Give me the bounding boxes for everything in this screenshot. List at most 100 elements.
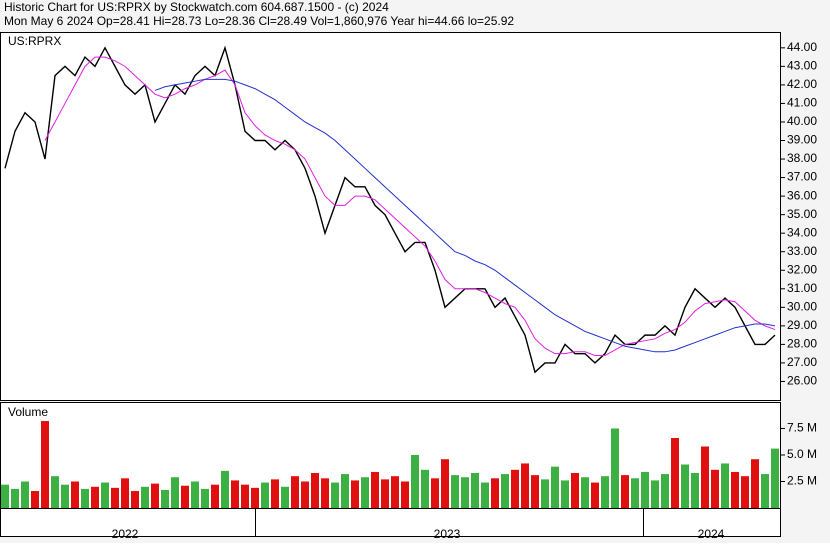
volume-bar bbox=[301, 481, 309, 508]
volume-bar bbox=[491, 478, 499, 508]
volume-bar bbox=[501, 474, 509, 508]
volume-bar bbox=[471, 473, 479, 508]
volume-bar bbox=[711, 469, 719, 508]
volume-bar bbox=[341, 474, 349, 508]
price-line bbox=[44, 56, 776, 357]
volume-pane bbox=[0, 402, 781, 509]
volume-bar bbox=[111, 487, 119, 508]
volume-bar bbox=[421, 469, 429, 508]
y-tick-label: 44.00 bbox=[787, 40, 817, 54]
volume-bar bbox=[321, 478, 329, 508]
volume-bar bbox=[391, 476, 399, 508]
volume-bar bbox=[21, 481, 29, 508]
volume-bar bbox=[61, 484, 69, 508]
volume-bar bbox=[511, 469, 519, 508]
volume-bar bbox=[481, 482, 489, 508]
y-tick-label: 34.00 bbox=[787, 225, 817, 239]
volume-bar bbox=[31, 491, 39, 508]
y-tick-label: 40.00 bbox=[787, 114, 817, 128]
volume-bar bbox=[81, 488, 89, 508]
volume-bar bbox=[131, 491, 139, 508]
volume-bar bbox=[211, 484, 219, 508]
volume-bar bbox=[11, 488, 19, 508]
quote-line: Mon May 6 2024 Op=28.41 Hi=28.73 Lo=28.3… bbox=[4, 14, 514, 28]
volume-bar bbox=[151, 483, 159, 508]
y-tick-label: 38.00 bbox=[787, 151, 817, 165]
volume-bar bbox=[461, 477, 469, 508]
volume-bar bbox=[551, 466, 559, 508]
volume-bar bbox=[681, 464, 689, 508]
y-tick-label: 41.00 bbox=[787, 96, 817, 110]
volume-bar bbox=[411, 454, 419, 508]
volume-bar bbox=[291, 476, 299, 508]
volume-bar bbox=[451, 475, 459, 508]
volume-bar bbox=[221, 470, 229, 508]
volume-bar bbox=[561, 480, 569, 508]
y-tick-label: 31.00 bbox=[787, 281, 817, 295]
volume-bar bbox=[1, 484, 9, 508]
y-tick-label: 30.00 bbox=[787, 299, 817, 313]
volume-bar bbox=[761, 474, 769, 508]
volume-bar bbox=[381, 479, 389, 508]
volume-bar bbox=[541, 479, 549, 508]
volume-bar bbox=[581, 477, 589, 508]
y-tick-label: 35.00 bbox=[787, 207, 817, 221]
volume-bar bbox=[621, 475, 629, 508]
volume-bar bbox=[701, 446, 709, 508]
volume-bar bbox=[261, 482, 269, 508]
volume-bar bbox=[441, 459, 449, 508]
volume-bar bbox=[191, 481, 199, 508]
volume-bar bbox=[531, 475, 539, 508]
y-tick-label: 36.00 bbox=[787, 188, 817, 202]
volume-bar bbox=[751, 459, 759, 508]
price-pane bbox=[0, 32, 781, 401]
volume-bar bbox=[741, 476, 749, 508]
volume-bar bbox=[521, 463, 529, 508]
volume-bar bbox=[401, 481, 409, 508]
volume-bar bbox=[601, 476, 609, 508]
volume-label: Volume bbox=[8, 405, 48, 419]
y-tick-label: 26.00 bbox=[787, 374, 817, 388]
volume-bar bbox=[571, 473, 579, 508]
volume-bar bbox=[431, 478, 439, 508]
volume-bar bbox=[651, 480, 659, 508]
volume-bar bbox=[161, 489, 169, 508]
volume-bar bbox=[201, 488, 209, 508]
volume-bar bbox=[281, 486, 289, 508]
y-tick-label: 37.00 bbox=[787, 170, 817, 184]
volume-bar bbox=[121, 478, 129, 508]
volume-bar bbox=[771, 448, 779, 508]
volume-bar bbox=[661, 474, 669, 508]
volume-bar bbox=[691, 473, 699, 508]
price-line bbox=[4, 45, 776, 374]
volume-bar bbox=[181, 485, 189, 508]
volume-bar bbox=[171, 477, 179, 508]
volume-bar bbox=[231, 480, 239, 508]
chart-title: Historic Chart for US:RPRX by Stockwatch… bbox=[4, 0, 389, 14]
volume-bar bbox=[51, 476, 59, 508]
volume-bar bbox=[241, 484, 249, 508]
y-tick-label: 5.0 M bbox=[787, 447, 817, 461]
y-tick-label: 27.00 bbox=[787, 355, 817, 369]
volume-bar bbox=[251, 487, 259, 508]
volume-bar bbox=[41, 421, 49, 508]
volume-bar bbox=[311, 473, 319, 508]
volume-bar bbox=[641, 471, 649, 508]
y-tick-label: 7.5 M bbox=[787, 421, 817, 435]
volume-bar bbox=[91, 486, 99, 508]
volume-bar bbox=[361, 477, 369, 508]
x-tick-label: 2024 bbox=[698, 527, 725, 541]
date-strip bbox=[0, 508, 781, 537]
price-line bbox=[154, 78, 776, 353]
volume-bar bbox=[671, 438, 679, 508]
volume-bar bbox=[331, 482, 339, 508]
y-tick-label: 29.00 bbox=[787, 318, 817, 332]
volume-bar bbox=[141, 486, 149, 508]
y-tick-label: 39.00 bbox=[787, 133, 817, 147]
volume-bar bbox=[101, 482, 109, 508]
volume-bar bbox=[71, 481, 79, 508]
volume-bar bbox=[611, 428, 619, 508]
y-tick-label: 32.00 bbox=[787, 262, 817, 276]
volume-bar bbox=[371, 471, 379, 508]
